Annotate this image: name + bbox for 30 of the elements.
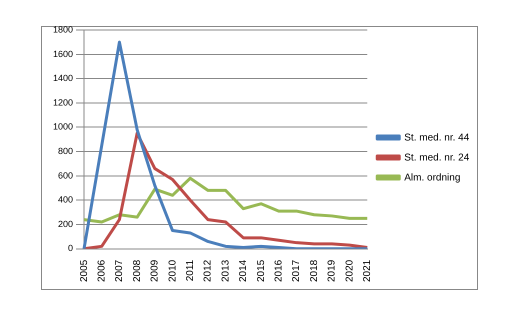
y-tick-label: 1000	[52, 122, 74, 132]
x-tick-label: 2012	[202, 259, 214, 282]
y-tick-label: 400	[58, 194, 74, 205]
x-tick-label: 2013	[220, 259, 232, 282]
y-tick-label: 1600	[52, 48, 74, 59]
legend-label: St. med. nr. 44	[404, 132, 470, 144]
x-tick-label: 2010	[167, 259, 178, 282]
x-tick-label: 2021	[362, 259, 373, 282]
x-tick-label: 2008	[132, 259, 143, 282]
x-tick-label: 2020	[344, 259, 356, 282]
y-tick-label: 800	[58, 146, 74, 156]
x-tick-label: 2015	[256, 259, 267, 282]
x-tick-label: 2017	[291, 259, 302, 282]
x-tick-label: 2016	[273, 259, 284, 282]
x-tick-label: 2019	[326, 259, 338, 282]
legend-label: St. med. nr. 24	[404, 152, 470, 164]
x-tick-label: 2006	[96, 259, 108, 282]
y-tick-label: 200	[58, 218, 74, 229]
x-tick-label: 2009	[150, 259, 161, 282]
x-tick-label: 2014	[238, 259, 250, 282]
y-tick-label: 1800	[52, 24, 74, 34]
legend-label: Alm. ordning	[404, 172, 460, 184]
x-tick-label: 2018	[308, 259, 320, 282]
x-tick-label: 2005	[78, 259, 90, 282]
y-tick-label: 1400	[52, 73, 74, 84]
y-tick-label: 1200	[52, 97, 74, 108]
x-tick-label: 2007	[114, 259, 126, 282]
y-tick-label: 0	[68, 243, 74, 254]
x-tick-label: 2011	[184, 259, 196, 282]
y-tick-label: 600	[58, 170, 74, 180]
